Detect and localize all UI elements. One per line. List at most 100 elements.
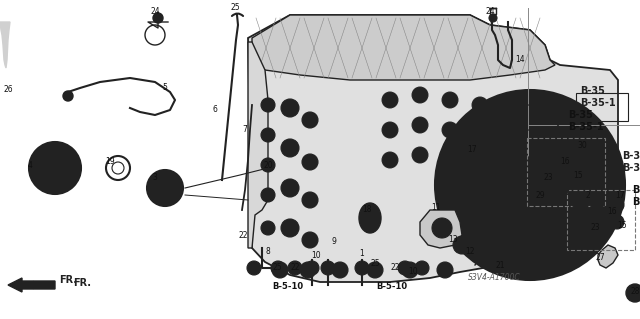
Circle shape bbox=[281, 99, 299, 117]
Text: 17: 17 bbox=[467, 145, 477, 154]
Circle shape bbox=[261, 221, 275, 235]
Circle shape bbox=[442, 122, 458, 138]
Circle shape bbox=[575, 172, 581, 178]
Circle shape bbox=[382, 152, 398, 168]
Text: 4: 4 bbox=[28, 160, 33, 169]
Circle shape bbox=[626, 284, 640, 302]
Circle shape bbox=[382, 122, 398, 138]
Text: 15: 15 bbox=[573, 170, 583, 180]
Circle shape bbox=[302, 154, 318, 170]
Circle shape bbox=[614, 219, 620, 225]
Text: 27: 27 bbox=[595, 254, 605, 263]
Text: 5: 5 bbox=[163, 84, 168, 93]
Circle shape bbox=[321, 261, 335, 275]
Circle shape bbox=[372, 267, 378, 273]
Circle shape bbox=[359, 265, 365, 271]
Text: 13: 13 bbox=[448, 235, 458, 244]
Text: B-35
B-35-1: B-35 B-35-1 bbox=[622, 152, 640, 173]
Circle shape bbox=[281, 219, 299, 237]
Circle shape bbox=[251, 265, 257, 271]
Text: 2: 2 bbox=[586, 190, 590, 199]
Circle shape bbox=[472, 97, 488, 113]
Text: 22: 22 bbox=[390, 263, 400, 272]
Circle shape bbox=[367, 262, 383, 278]
Text: B-35
B-35-1: B-35 B-35-1 bbox=[632, 185, 640, 207]
Circle shape bbox=[302, 112, 318, 128]
Text: 30: 30 bbox=[577, 140, 587, 150]
Text: B-5-10: B-5-10 bbox=[272, 282, 303, 291]
Circle shape bbox=[155, 178, 175, 198]
Circle shape bbox=[477, 249, 483, 255]
Circle shape bbox=[412, 87, 428, 103]
Circle shape bbox=[575, 145, 589, 159]
Circle shape bbox=[502, 157, 558, 213]
Text: 10: 10 bbox=[408, 268, 418, 277]
Circle shape bbox=[271, 261, 285, 275]
Text: B-35
B-35-1: B-35 B-35-1 bbox=[568, 110, 604, 132]
Circle shape bbox=[412, 147, 428, 163]
Circle shape bbox=[614, 202, 620, 208]
Circle shape bbox=[292, 265, 298, 271]
Text: 23: 23 bbox=[590, 224, 600, 233]
Circle shape bbox=[496, 261, 510, 275]
Text: 16: 16 bbox=[607, 207, 617, 217]
Circle shape bbox=[247, 261, 261, 275]
Circle shape bbox=[272, 262, 288, 278]
Circle shape bbox=[265, 162, 271, 168]
Text: 22: 22 bbox=[238, 232, 248, 241]
Circle shape bbox=[518, 173, 542, 197]
Circle shape bbox=[407, 267, 413, 273]
Text: FR.: FR. bbox=[59, 275, 77, 285]
Circle shape bbox=[579, 219, 585, 225]
Circle shape bbox=[573, 198, 587, 212]
Circle shape bbox=[72, 165, 78, 171]
Circle shape bbox=[594, 207, 600, 213]
Circle shape bbox=[590, 203, 604, 217]
Circle shape bbox=[63, 91, 73, 101]
FancyArrow shape bbox=[8, 278, 55, 292]
Text: B-5-10: B-5-10 bbox=[376, 282, 407, 291]
Circle shape bbox=[558, 151, 572, 165]
Circle shape bbox=[32, 165, 38, 171]
Circle shape bbox=[47, 160, 63, 176]
Circle shape bbox=[277, 267, 283, 273]
Bar bbox=[567, 190, 635, 250]
Text: 20: 20 bbox=[263, 160, 273, 169]
Circle shape bbox=[542, 149, 548, 155]
Circle shape bbox=[261, 188, 275, 202]
Circle shape bbox=[265, 225, 271, 231]
Circle shape bbox=[261, 158, 275, 172]
Circle shape bbox=[300, 262, 316, 278]
Circle shape bbox=[281, 139, 299, 157]
Text: S3V4-A1700C: S3V4-A1700C bbox=[468, 273, 521, 283]
Circle shape bbox=[562, 155, 568, 161]
Circle shape bbox=[412, 117, 428, 133]
Circle shape bbox=[432, 218, 452, 238]
Circle shape bbox=[597, 222, 603, 228]
Text: 22: 22 bbox=[291, 263, 300, 272]
Text: 14: 14 bbox=[515, 56, 525, 64]
Circle shape bbox=[442, 267, 448, 273]
Circle shape bbox=[265, 102, 271, 108]
Circle shape bbox=[631, 289, 639, 297]
Circle shape bbox=[469, 149, 475, 155]
Text: 15: 15 bbox=[617, 220, 627, 229]
Circle shape bbox=[261, 128, 275, 142]
Ellipse shape bbox=[359, 203, 381, 233]
Circle shape bbox=[458, 241, 466, 249]
Text: 18: 18 bbox=[362, 205, 372, 214]
Circle shape bbox=[302, 232, 318, 248]
Bar bbox=[576, 93, 628, 121]
Circle shape bbox=[442, 152, 458, 168]
Polygon shape bbox=[0, 22, 10, 68]
Circle shape bbox=[553, 163, 567, 177]
Circle shape bbox=[557, 167, 563, 173]
Circle shape bbox=[571, 168, 585, 182]
Circle shape bbox=[542, 182, 548, 188]
Circle shape bbox=[362, 210, 378, 226]
Circle shape bbox=[288, 261, 302, 275]
Circle shape bbox=[261, 98, 275, 112]
Circle shape bbox=[610, 215, 624, 229]
Circle shape bbox=[435, 90, 625, 280]
Circle shape bbox=[332, 262, 348, 278]
